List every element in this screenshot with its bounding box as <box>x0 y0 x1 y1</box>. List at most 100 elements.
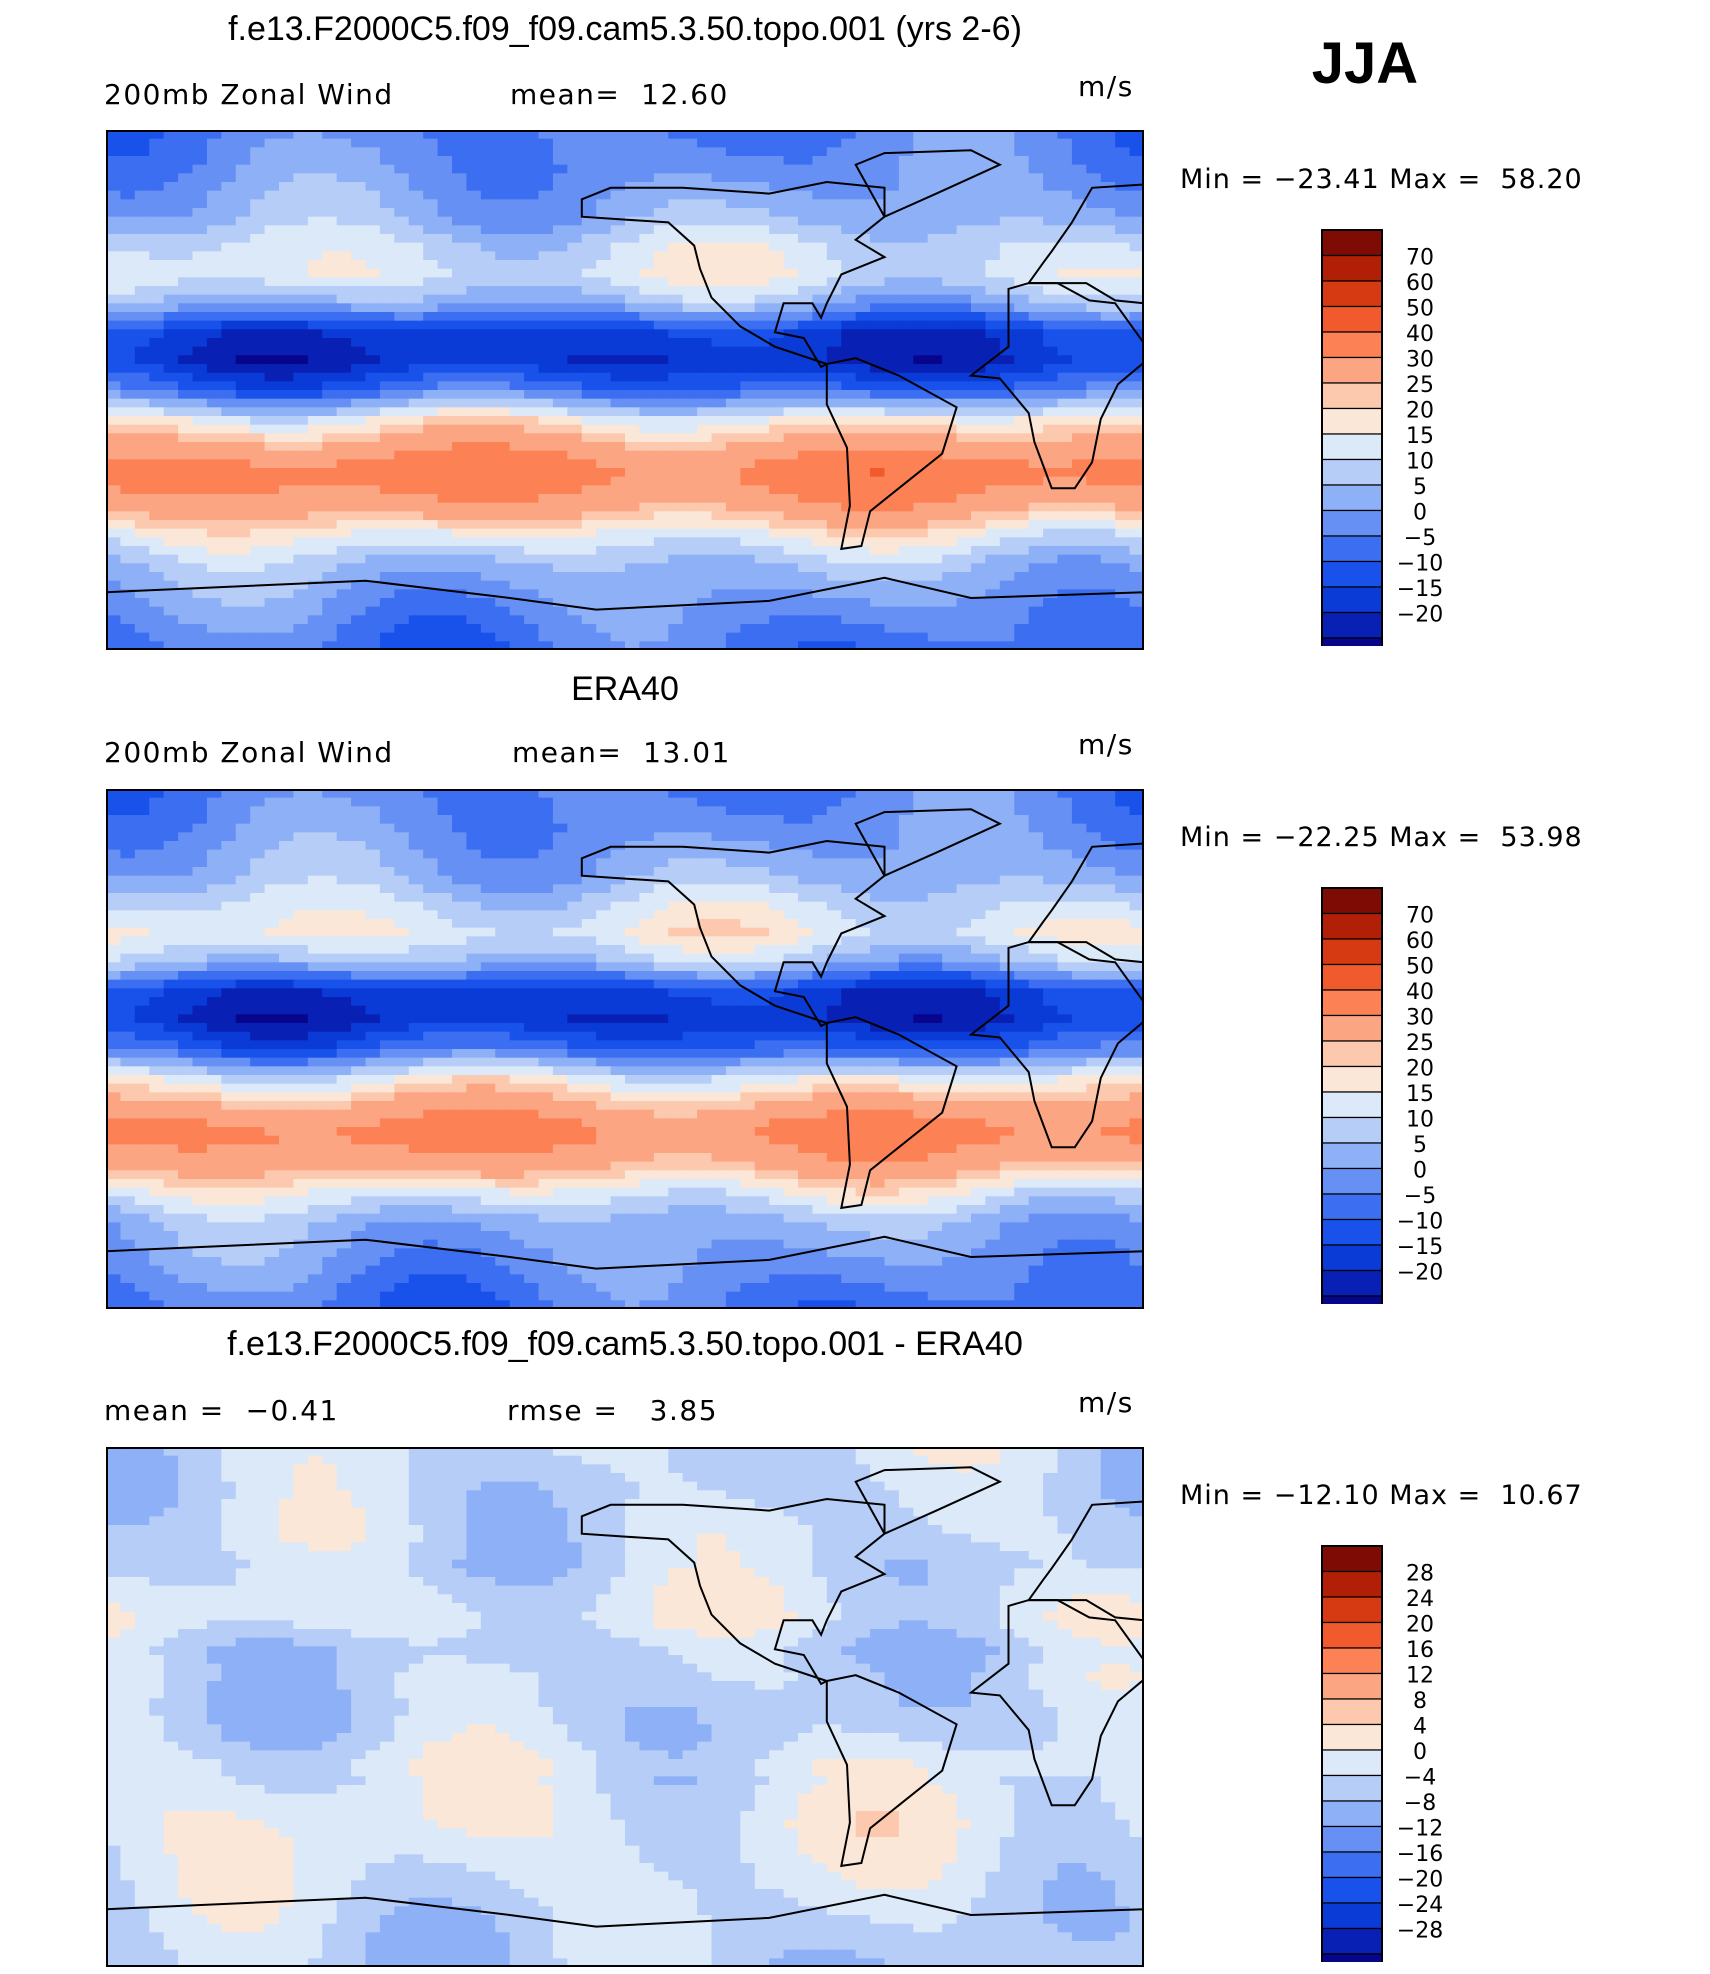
map-cell-1003 <box>1071 242 1087 252</box>
map-cell-2712 <box>798 450 814 460</box>
map-cell-232 <box>336 156 352 166</box>
map-cell-2707 <box>725 450 741 460</box>
map-cell-3427 <box>725 537 741 547</box>
map-cell-4206 <box>538 632 554 642</box>
map-cell-391 <box>552 832 568 842</box>
map-cell-4218 <box>711 632 727 642</box>
map-cell-109 <box>639 797 655 807</box>
map-cell-2817 <box>235 468 251 478</box>
map-cell-1856 <box>913 346 929 356</box>
map-cell-1038 <box>538 251 554 261</box>
map-cell-1209 <box>927 268 943 278</box>
map-cell-2618 <box>480 442 496 452</box>
map-cell-2468 <box>394 424 410 434</box>
map-cell-666 <box>365 208 381 218</box>
map-cell-2286 <box>884 398 900 408</box>
map-cell-4193 <box>351 632 367 642</box>
map-cell-3836 <box>394 589 410 599</box>
map-cell-2091 <box>149 381 165 391</box>
map-cell-3160 <box>1028 502 1044 512</box>
map-cell-487 <box>898 841 914 851</box>
map-cell-1892 <box>394 355 410 365</box>
map-cell-112 <box>682 797 698 807</box>
map-cell-903 <box>668 234 684 244</box>
map-cell-2293 <box>985 398 1001 408</box>
map-cell-419 <box>956 832 972 842</box>
map-cell-3685 <box>293 572 309 582</box>
map-cell-582 <box>192 199 208 209</box>
map-cell-465 <box>581 182 597 192</box>
map-cell-2595 <box>149 442 165 452</box>
map-cell-1196 <box>740 268 756 278</box>
map-cell-1608 <box>452 320 468 330</box>
map-cell-3706 <box>596 572 612 582</box>
map-cell-1421 <box>870 294 886 304</box>
map-cell-615 <box>668 199 684 209</box>
map-cell-1206 <box>884 268 900 278</box>
map-cell-2578 <box>942 433 958 443</box>
map-cell-301 <box>293 164 309 174</box>
map-cell-445 <box>293 841 309 851</box>
map-cell-1565 <box>870 312 886 322</box>
map-cell-3438 <box>884 537 900 547</box>
map-cell-3085 <box>985 494 1001 504</box>
map-cell-1450 <box>250 303 266 313</box>
map-cell-2478 <box>538 424 554 434</box>
map-cell-3616 <box>336 563 352 573</box>
map-cell-2650 <box>942 442 958 452</box>
map-cell-190 <box>769 806 785 816</box>
map-cell-258 <box>711 156 727 166</box>
map-cell-755 <box>610 216 626 226</box>
map-cell-2550 <box>538 433 554 443</box>
map-cell-3944 <box>913 598 929 608</box>
map-cell-971 <box>610 242 626 252</box>
map-cell-843 <box>841 225 857 235</box>
map-cell-1186 <box>596 268 612 278</box>
map-cell-335 <box>783 164 799 174</box>
map-cell-3036 <box>279 494 295 504</box>
map-cell-82 <box>250 797 266 807</box>
map-cell-1139 <box>956 260 972 270</box>
map-cell-1760 <box>567 338 583 348</box>
map-cell-2253 <box>408 398 424 408</box>
map-cell-563 <box>956 190 972 200</box>
map-cell-4106 <box>134 624 150 634</box>
map-cell-2273 <box>697 398 713 408</box>
map-cell-4319 <box>1129 641 1144 650</box>
map-cell-2566 <box>769 433 785 443</box>
map-cell-1535 <box>437 312 453 322</box>
map-cell-3225 <box>927 511 943 521</box>
map-cell-3829 <box>293 589 309 599</box>
map-cell-1675 <box>379 329 395 339</box>
map-cell-1677 <box>408 329 424 339</box>
map-cell-161 <box>351 806 367 816</box>
map-cell-3108 <box>279 502 295 512</box>
map-cell-1309 <box>293 286 309 296</box>
map-cell-564 <box>971 849 987 859</box>
map-cell-896 <box>567 234 583 244</box>
map-cell-3905 <box>351 598 367 608</box>
map-cell-2730 <box>1057 450 1073 460</box>
map-cell-3723 <box>841 572 857 582</box>
map-cell-2011 <box>1071 364 1087 374</box>
map-cell-2955 <box>149 485 165 495</box>
map-cell-245 <box>524 815 540 825</box>
map-cell-3589 <box>985 554 1001 564</box>
map-cell-3454 <box>1115 537 1131 547</box>
map-cell-677 <box>524 208 540 218</box>
map-cell-2430 <box>884 416 900 426</box>
map-cell-312 <box>452 164 468 174</box>
map-cell-275 <box>956 156 972 166</box>
map-cell-1078 <box>1115 251 1131 261</box>
map-cell-838 <box>769 225 785 235</box>
map-cell-790 <box>1115 216 1131 226</box>
map-cell-3657 <box>927 563 943 573</box>
map-cell-1361 <box>1043 286 1059 296</box>
map-cell-3185 <box>351 511 367 521</box>
map-cell-2314 <box>250 407 266 417</box>
map-cell-2 <box>134 130 150 140</box>
map-cell-3014 <box>999 485 1015 495</box>
map-cell-2081 <box>1043 372 1059 382</box>
map-cell-1833 <box>581 346 597 356</box>
map-cell-177 <box>581 806 597 816</box>
